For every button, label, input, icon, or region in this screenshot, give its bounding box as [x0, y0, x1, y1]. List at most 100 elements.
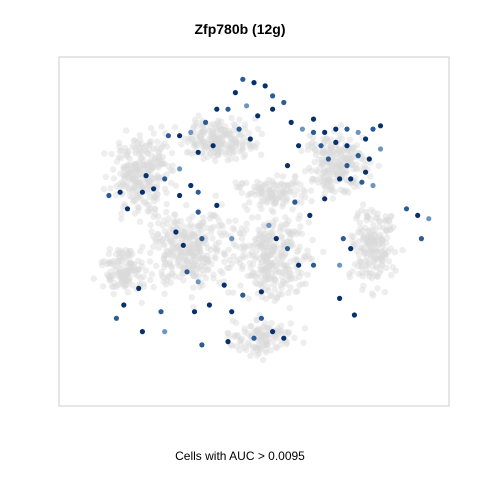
background-cell-point	[205, 136, 213, 143]
background-cell-point	[265, 275, 272, 282]
background-cell-point	[257, 263, 264, 271]
background-cell-point	[237, 139, 244, 146]
background-cell-point	[198, 227, 205, 235]
background-cell-point	[189, 269, 197, 277]
background-cell-point	[214, 134, 221, 142]
background-cell-point	[138, 181, 146, 188]
background-cell-point	[263, 338, 270, 345]
background-cell-point	[319, 178, 326, 185]
background-cell-point	[275, 255, 282, 262]
background-cell-point	[101, 150, 108, 157]
background-cell-point	[254, 280, 261, 288]
background-cell-point	[292, 172, 299, 180]
highlighted-cell-point	[210, 143, 216, 149]
background-cell-point	[264, 244, 272, 251]
background-cell-point	[355, 238, 363, 245]
background-cell-point	[360, 249, 368, 257]
background-cell-point	[168, 270, 175, 278]
background-cell-point	[286, 188, 294, 195]
background-cell-point	[215, 222, 222, 230]
background-cell-point	[282, 271, 290, 278]
highlighted-cell-point	[344, 143, 350, 149]
background-cell-point	[328, 183, 336, 190]
background-cell-point	[350, 144, 357, 151]
background-cell-point	[288, 230, 295, 237]
background-cell-point	[338, 135, 346, 143]
background-cell-point	[172, 245, 180, 252]
background-cell-point	[166, 261, 174, 268]
background-cell-point	[218, 232, 225, 239]
background-cell-point	[232, 139, 240, 146]
background-cell-point	[236, 183, 244, 190]
background-cell-point	[288, 275, 295, 282]
background-cell-point	[126, 265, 134, 272]
background-cell-point	[283, 240, 290, 248]
background-cell-point	[131, 271, 139, 278]
background-cell-point	[228, 114, 235, 122]
background-cell-point	[159, 274, 167, 281]
background-cell-point	[154, 172, 161, 179]
background-cell-point	[296, 212, 304, 219]
background-cell-point	[255, 337, 262, 345]
background-cell-point	[263, 331, 270, 339]
background-cell-point	[371, 272, 379, 279]
background-cell-point	[340, 154, 348, 161]
background-cell-point	[363, 217, 370, 224]
highlighted-cell-point	[310, 262, 317, 268]
background-cell-point	[132, 267, 140, 274]
background-cell-point	[132, 179, 139, 186]
background-cell-point	[112, 266, 120, 273]
background-cell-point	[252, 328, 259, 335]
background-cell-point	[175, 255, 182, 262]
background-cell-point	[378, 235, 385, 242]
background-cell-point	[343, 154, 350, 161]
background-cell-point	[225, 289, 232, 296]
background-cell-point	[118, 179, 126, 186]
background-cell-point	[389, 264, 396, 271]
background-cell-point	[257, 229, 264, 236]
background-cell-point	[290, 228, 297, 235]
background-cell-point	[294, 288, 301, 295]
background-cell-point	[374, 210, 381, 217]
background-cell-point	[148, 271, 156, 278]
background-cell-point	[237, 230, 244, 237]
background-cell-point	[177, 262, 184, 269]
highlighted-cell-point	[322, 196, 328, 202]
background-cell-point	[197, 219, 204, 227]
highlighted-cell-point	[340, 236, 346, 242]
background-cell-point	[374, 253, 382, 260]
background-cell-point	[127, 260, 135, 267]
background-cell-point	[280, 239, 287, 246]
background-cell-point	[168, 264, 176, 271]
background-cell-point	[358, 166, 365, 173]
background-cell-point	[100, 258, 108, 265]
background-cell-point	[181, 254, 189, 261]
background-cell-point	[113, 182, 120, 190]
background-cell-point	[286, 276, 294, 283]
background-cell-point	[223, 130, 230, 137]
background-cell-point	[231, 139, 238, 146]
background-cell-point	[383, 228, 390, 235]
background-cell-point	[129, 168, 137, 175]
background-cell-point	[366, 236, 374, 244]
background-cell-point	[123, 127, 130, 134]
background-cell-point	[367, 245, 375, 252]
background-cell-point	[219, 269, 226, 277]
background-cell-point	[241, 325, 248, 332]
background-cell-point	[268, 207, 275, 214]
background-cell-point	[196, 245, 204, 252]
background-cell-point	[328, 144, 336, 152]
background-cell-point	[171, 273, 178, 280]
background-cell-point	[229, 224, 237, 232]
background-cell-point	[256, 201, 263, 208]
background-cell-point	[246, 342, 253, 349]
background-cell-point	[338, 170, 345, 178]
background-cell-point	[263, 259, 270, 267]
background-cell-point	[201, 255, 209, 262]
background-cell-point	[287, 258, 294, 265]
background-cell-point	[98, 261, 106, 269]
background-cell-point	[215, 134, 223, 142]
background-cell-point	[242, 243, 250, 251]
background-cell-point	[272, 333, 279, 340]
background-cell-point	[222, 130, 230, 138]
